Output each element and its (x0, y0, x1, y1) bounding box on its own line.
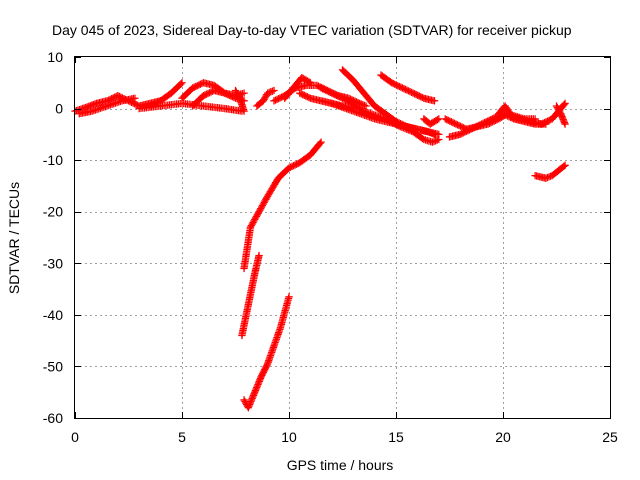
series-track-22 (240, 138, 325, 273)
x-tick-label: 15 (388, 429, 404, 445)
data-point (561, 161, 569, 169)
series-track-23 (238, 251, 263, 340)
x-tick-label: 20 (495, 429, 511, 445)
y-tick-label: 0 (55, 101, 63, 117)
x-tick-label: 0 (71, 429, 79, 445)
y-tick-label: -50 (43, 358, 63, 374)
data-point (316, 139, 324, 148)
series-track-14 (328, 99, 443, 139)
data-point (435, 130, 443, 139)
data-point (240, 107, 248, 115)
series-track-8 (253, 86, 278, 110)
data-points (71, 66, 569, 412)
y-tick-label: -40 (43, 307, 63, 323)
data-point (560, 101, 568, 109)
data-point (178, 79, 186, 87)
axis-ticks: 0 5 10 15 20 25 -60 -50 -40 -30 -20 -10 0 10 (43, 49, 618, 445)
data-point (560, 162, 568, 170)
x-tick-label: 10 (281, 429, 297, 445)
series-track-15 (377, 71, 439, 105)
data-point (362, 102, 370, 110)
y-tick-label: 10 (47, 49, 63, 65)
x-axis-label: GPS time / hours (287, 457, 394, 473)
series-track-10 (281, 73, 315, 102)
series-track-16 (420, 115, 443, 128)
data-point (435, 115, 443, 123)
data-point (270, 86, 278, 95)
data-point (177, 80, 185, 88)
grid-lines (75, 57, 610, 418)
series-track-2 (75, 94, 139, 118)
chart-title: Day 045 of 2023, Sidereal Day-to-day VTE… (52, 22, 572, 38)
data-point (430, 97, 439, 105)
data-point (561, 120, 569, 128)
y-axis-label: SDTVAR / TECUs (6, 182, 22, 294)
y-tick-label: -30 (43, 255, 63, 271)
series-track-13 (317, 84, 443, 146)
data-point (131, 94, 139, 102)
plot-frame (74, 56, 611, 419)
series-track-20 (552, 102, 569, 128)
data-point (561, 99, 569, 108)
y-tick-label: -20 (43, 204, 63, 220)
series-track-21 (531, 161, 569, 182)
data-point (306, 79, 315, 87)
data-point (317, 138, 325, 146)
y-tick-label: -60 (43, 410, 63, 426)
series-track-7 (231, 86, 248, 115)
data-point (240, 89, 248, 97)
data-point (285, 293, 293, 301)
x-tick-label: 25 (602, 429, 618, 445)
y-tick-label: -10 (43, 152, 63, 168)
data-point (255, 251, 263, 260)
series-track-24 (240, 293, 293, 412)
series-track-4 (135, 99, 246, 115)
x-tick-label: 5 (178, 429, 186, 445)
